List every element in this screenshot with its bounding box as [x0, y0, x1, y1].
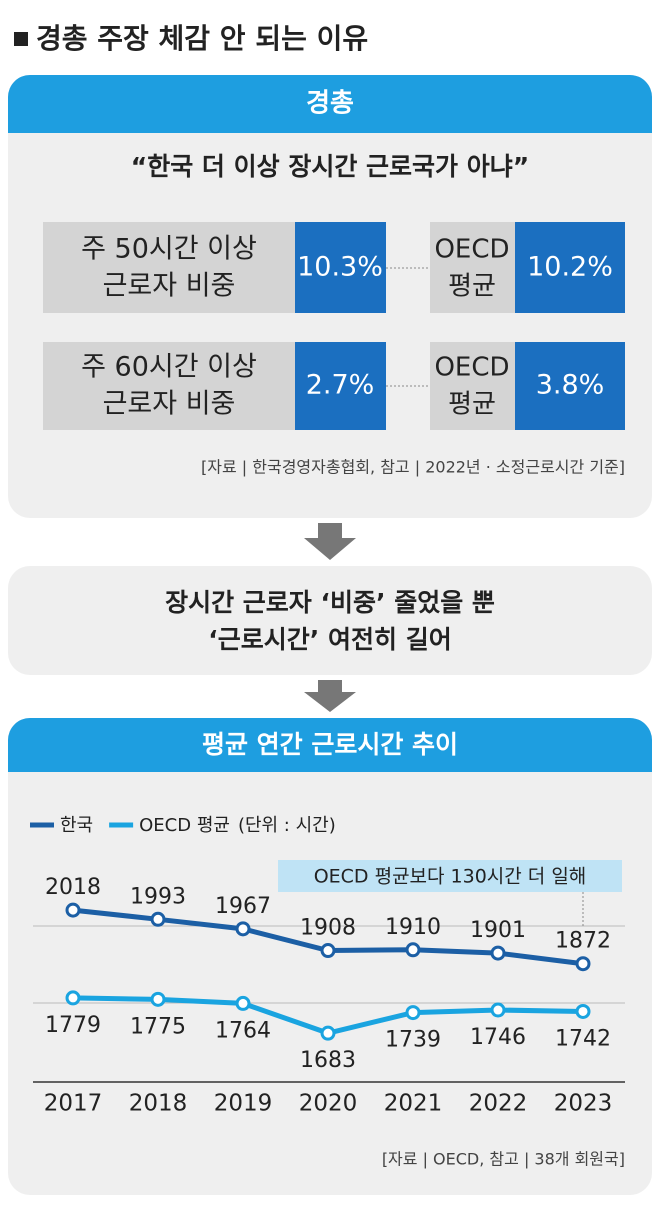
data-label: 1967 — [215, 894, 271, 919]
claim-quote: “한국 더 이상 장시간 근로국가 아냐” — [131, 152, 529, 181]
row-label: 주 60시간 이상 — [81, 352, 257, 383]
oecd-value-box — [515, 222, 625, 313]
chart-source: [자료 | OECD, 참고 | 38개 회원국] — [382, 1150, 625, 1169]
arrow — [304, 680, 356, 712]
claim-row: 주 60시간 이상 근로자 비중 2.7% OECD 평균 3.8% — [43, 342, 625, 430]
chart-header-band — [8, 718, 652, 772]
oecd-label-box — [430, 342, 515, 430]
legend-label: OECD 평균 — [139, 815, 230, 836]
x-tick-label: 2019 — [214, 1091, 273, 1117]
data-label: 1872 — [555, 929, 611, 954]
title-bullet — [14, 32, 28, 46]
legend-unit: (단위 : 시간) — [238, 815, 336, 836]
data-point — [405, 942, 421, 958]
data-label: 1739 — [385, 1028, 441, 1053]
data-label: 1746 — [470, 1025, 526, 1050]
data-point — [65, 990, 81, 1006]
data-point — [320, 943, 336, 959]
data-label: 2018 — [45, 875, 101, 900]
row-label: 주 50시간 이상 — [81, 234, 257, 265]
row-value-box — [295, 222, 386, 313]
data-point — [490, 945, 506, 961]
data-label: 1901 — [470, 918, 526, 943]
claim-row: 주 50시간 이상 근로자 비중 10.3% OECD 평균 10.2% — [43, 222, 625, 313]
data-label: 1908 — [300, 916, 356, 941]
x-tick-label: 2023 — [554, 1091, 613, 1117]
claim-header: 경총 — [306, 89, 354, 119]
data-point — [320, 1025, 336, 1041]
data-label: 1779 — [45, 1013, 101, 1038]
data-point — [235, 995, 251, 1011]
row-label: 근로자 비중 — [103, 271, 236, 302]
annotation-box — [278, 860, 622, 892]
data-point — [575, 1003, 591, 1019]
oecd-label: 평균 — [448, 390, 496, 420]
claim-source: [자료 | 한국경영자총협회, 참고 | 2022년 · 소정근로시간 기준] — [201, 458, 625, 477]
oecd-value: 10.2% — [527, 252, 613, 283]
x-tick-label: 2018 — [129, 1091, 188, 1117]
row-label-box — [43, 342, 295, 430]
row-label: 근로자 비중 — [103, 389, 236, 420]
data-point — [150, 991, 166, 1007]
data-label: 1910 — [385, 915, 441, 940]
annotation: OECD 평균보다 130시간 더 일해 — [314, 866, 587, 888]
data-label: 1993 — [130, 884, 186, 909]
row-value: 10.3% — [297, 252, 383, 283]
legend-label: 한국 — [60, 815, 93, 836]
data-point — [575, 956, 591, 972]
data-label: 1742 — [555, 1026, 611, 1051]
arrow — [304, 523, 356, 560]
data-label: 1775 — [130, 1014, 186, 1039]
claim-header-band — [8, 75, 652, 133]
chart-title: 평균 연간 근로시간 추이 — [202, 730, 458, 759]
row-value-box — [295, 342, 386, 430]
data-point — [150, 911, 166, 927]
oecd-label: OECD — [434, 235, 509, 265]
oecd-value: 3.8% — [536, 370, 605, 401]
data-label: 1764 — [215, 1018, 271, 1043]
data-point — [405, 1005, 421, 1021]
row-label-box — [43, 222, 295, 313]
oecd-value-box — [515, 342, 625, 430]
data-point — [235, 921, 251, 937]
data-label: 1683 — [300, 1048, 356, 1073]
row-value: 2.7% — [306, 370, 375, 401]
data-point — [65, 902, 81, 918]
rebuttal-line: 장시간 근로자 ‘비중’ 줄었을 뿐 — [165, 588, 495, 617]
x-tick-label: 2021 — [384, 1091, 443, 1117]
x-tick-label: 2022 — [469, 1091, 528, 1117]
x-tick-label: 2020 — [299, 1091, 358, 1117]
title: 경총 주장 체감 안 되는 이유 — [36, 22, 368, 55]
oecd-label: OECD — [434, 353, 509, 383]
rebuttal-line: ‘근로시간’ 여전히 길어 — [208, 625, 451, 654]
oecd-label: 평균 — [448, 272, 496, 302]
x-tick-label: 2017 — [44, 1091, 103, 1117]
oecd-label-box — [430, 222, 515, 313]
data-point — [490, 1002, 506, 1018]
rebuttal-panel — [8, 566, 652, 675]
